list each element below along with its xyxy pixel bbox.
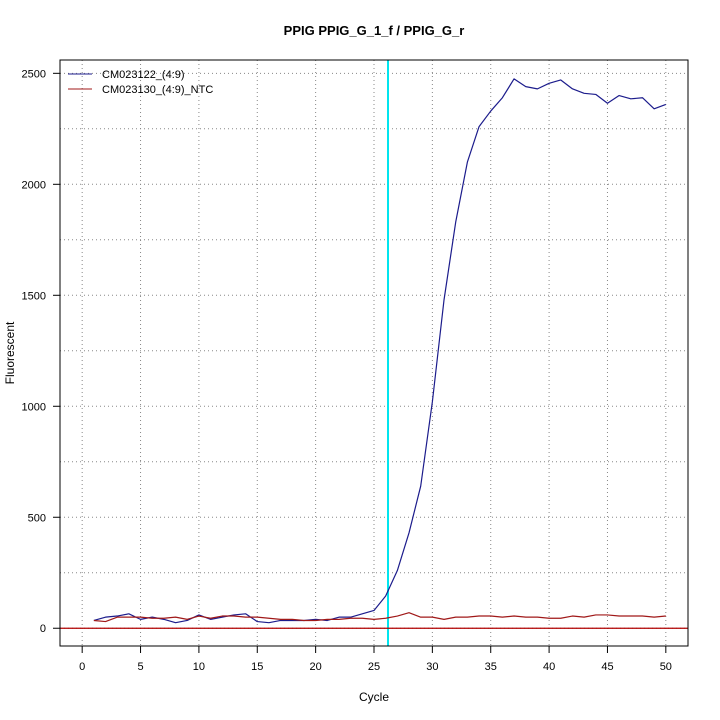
x-axis-label: Cycle — [359, 690, 389, 704]
y-axis: 0 500 1000 1500 2000 2500 — [22, 68, 60, 635]
x-axis: 0 5 10 15 20 25 30 35 40 45 50 — [79, 646, 672, 673]
x-tick-label: 25 — [368, 661, 380, 673]
threshold-layer — [60, 60, 688, 646]
x-tick-label: 5 — [137, 661, 143, 673]
y-tick-label: 0 — [40, 623, 46, 635]
legend: CM023122_(4:9) CM023130_(4:9)_NTC — [68, 69, 213, 96]
y-tick-label: 2000 — [22, 179, 46, 191]
chart-title: PPIG PPIG_G_1_f / PPIG_G_r — [284, 23, 465, 38]
series-line-1 — [93, 78, 667, 624]
x-tick-label: 30 — [426, 661, 438, 673]
series-layer — [93, 78, 667, 624]
x-tick-label: 45 — [601, 661, 613, 673]
series-line-2 — [93, 612, 666, 623]
x-tick-label: 20 — [310, 661, 322, 673]
y-tick-label: 500 — [28, 512, 46, 524]
y-axis-label: Fluorescent — [3, 321, 17, 384]
x-tick-label: 10 — [193, 661, 205, 673]
x-tick-label: 50 — [660, 661, 672, 673]
legend-label-series-1: CM023122_(4:9) — [102, 69, 185, 81]
y-tick-label: 1500 — [22, 290, 46, 302]
x-tick-label: 35 — [485, 661, 497, 673]
y-tick-label: 2500 — [22, 68, 46, 80]
legend-label-series-2: CM023130_(4:9)_NTC — [102, 84, 213, 96]
y-tick-label: 1000 — [22, 401, 46, 413]
x-tick-label: 40 — [543, 661, 555, 673]
grid-layer — [60, 60, 688, 646]
x-tick-label: 0 — [79, 661, 85, 673]
x-tick-label: 15 — [251, 661, 263, 673]
